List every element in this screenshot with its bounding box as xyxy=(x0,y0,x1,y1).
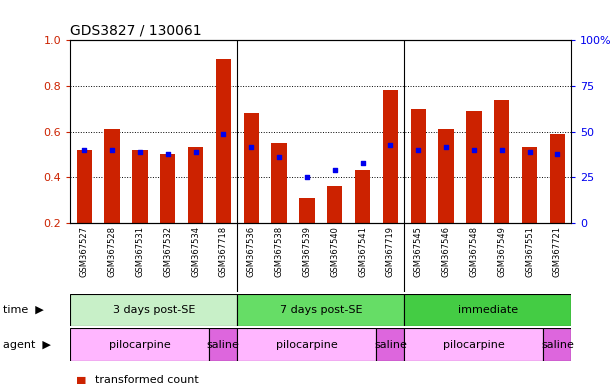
Text: GSM367539: GSM367539 xyxy=(302,226,312,277)
Text: pilocarpine: pilocarpine xyxy=(443,339,505,350)
Point xyxy=(302,174,312,180)
Bar xyxy=(210,328,237,361)
Bar xyxy=(382,91,398,223)
Point xyxy=(163,151,172,157)
Point xyxy=(135,149,145,155)
Point xyxy=(274,154,284,160)
Text: GSM367536: GSM367536 xyxy=(247,226,255,277)
Point xyxy=(525,149,535,155)
Bar xyxy=(237,328,376,361)
Text: GSM367551: GSM367551 xyxy=(525,226,534,277)
Bar xyxy=(376,328,404,361)
Bar xyxy=(216,59,231,223)
Bar xyxy=(76,150,92,223)
Text: pilocarpine: pilocarpine xyxy=(276,339,338,350)
Bar xyxy=(104,129,120,223)
Text: agent  ▶: agent ▶ xyxy=(3,339,51,350)
Text: GSM367541: GSM367541 xyxy=(358,226,367,277)
Bar xyxy=(237,294,404,326)
Text: GSM367534: GSM367534 xyxy=(191,226,200,277)
Text: ■: ■ xyxy=(76,375,87,384)
Point xyxy=(357,161,367,167)
Text: 3 days post-SE: 3 days post-SE xyxy=(112,305,195,315)
Point xyxy=(246,144,256,151)
Point xyxy=(552,151,562,157)
Text: GSM367719: GSM367719 xyxy=(386,226,395,277)
Bar xyxy=(299,198,315,223)
Bar xyxy=(543,328,571,361)
Point xyxy=(469,147,479,153)
Text: immediate: immediate xyxy=(458,305,518,315)
Point xyxy=(107,147,117,153)
Text: GDS3827 / 130061: GDS3827 / 130061 xyxy=(70,24,202,38)
Text: GSM367528: GSM367528 xyxy=(108,226,117,277)
Text: GSM367549: GSM367549 xyxy=(497,226,506,277)
Text: GSM367721: GSM367721 xyxy=(553,226,562,277)
Text: transformed count: transformed count xyxy=(95,375,199,384)
Bar xyxy=(132,150,147,223)
Text: GSM367540: GSM367540 xyxy=(330,226,339,277)
Text: GSM367527: GSM367527 xyxy=(79,226,89,277)
Bar xyxy=(70,294,237,326)
Point xyxy=(330,167,340,173)
Bar xyxy=(244,113,259,223)
Bar xyxy=(522,147,537,223)
Text: GSM367531: GSM367531 xyxy=(136,226,144,277)
Text: GSM367532: GSM367532 xyxy=(163,226,172,277)
Text: saline: saline xyxy=(207,339,240,350)
Text: GSM367546: GSM367546 xyxy=(442,226,450,277)
Text: 7 days post-SE: 7 days post-SE xyxy=(279,305,362,315)
Bar xyxy=(355,170,370,223)
Point xyxy=(497,147,507,153)
Text: time  ▶: time ▶ xyxy=(3,305,44,315)
Text: GSM367538: GSM367538 xyxy=(274,226,284,277)
Text: GSM367548: GSM367548 xyxy=(469,226,478,277)
Point xyxy=(219,131,229,137)
Text: saline: saline xyxy=(541,339,574,350)
Point xyxy=(413,147,423,153)
Point xyxy=(191,149,200,155)
Bar xyxy=(160,154,175,223)
Point xyxy=(441,144,451,151)
Bar xyxy=(550,134,565,223)
Bar xyxy=(438,129,454,223)
Bar xyxy=(411,109,426,223)
Bar xyxy=(327,186,342,223)
Text: saline: saline xyxy=(374,339,407,350)
Bar xyxy=(70,328,210,361)
Text: GSM367545: GSM367545 xyxy=(414,226,423,277)
Bar xyxy=(271,143,287,223)
Bar xyxy=(404,294,571,326)
Bar xyxy=(188,147,203,223)
Bar xyxy=(404,328,543,361)
Text: pilocarpine: pilocarpine xyxy=(109,339,170,350)
Point xyxy=(386,142,395,148)
Point xyxy=(79,147,89,153)
Bar xyxy=(494,99,510,223)
Text: GSM367718: GSM367718 xyxy=(219,226,228,277)
Bar xyxy=(466,111,481,223)
